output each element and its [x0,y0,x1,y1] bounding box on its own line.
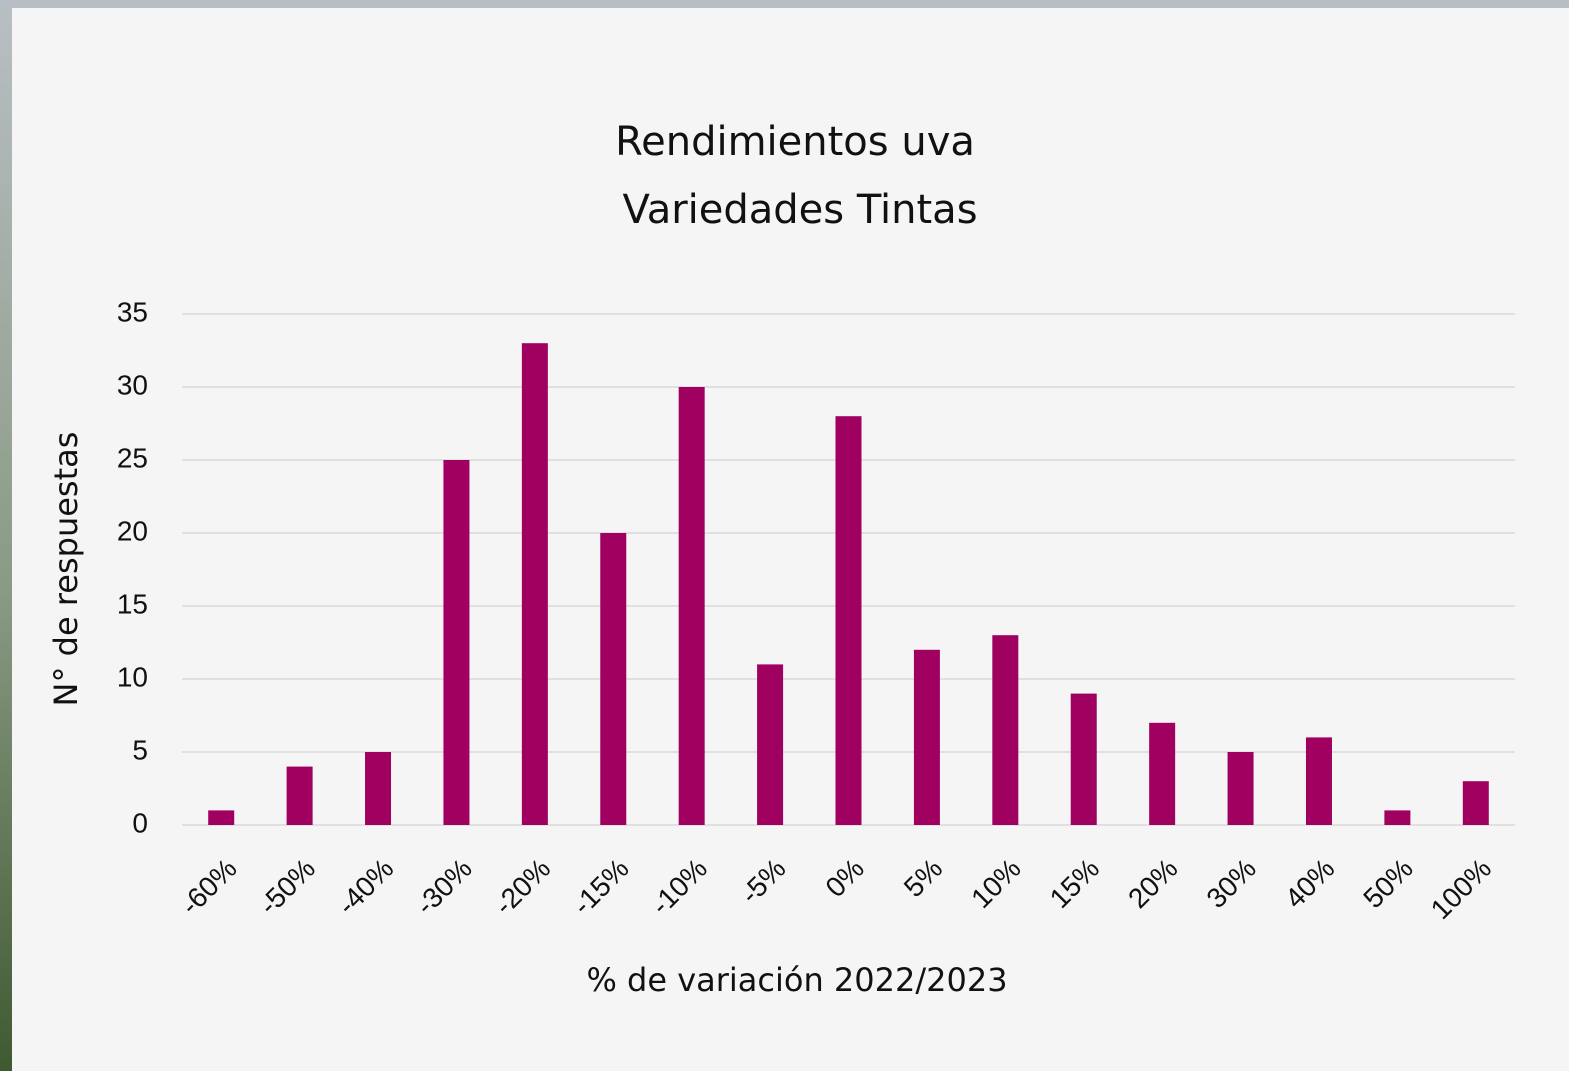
x-axis-label: % de variación 2022/2023 [586,961,1007,999]
y-tick-label: 25 [117,442,148,473]
bar [992,635,1018,825]
bar [365,752,391,825]
bar [600,533,626,825]
bar [757,664,783,825]
bar [836,416,862,825]
y-tick-label: 15 [117,588,148,619]
page: {"chart_data": {"type": "bar", "title": … [0,0,1569,1071]
chart-title: Rendimientos uva [615,119,975,165]
bar [522,343,548,825]
bar [1384,810,1410,825]
bar [208,810,234,825]
bar [1228,752,1254,825]
chart-panel [12,8,1569,1071]
y-tick-label: 30 [117,369,148,400]
bar [1463,781,1489,825]
chart-subtitle: Variedades Tintas [622,187,977,233]
y-tick-label: 10 [117,661,148,692]
y-tick-label: 0 [132,807,148,838]
y-tick-label: 5 [132,734,148,765]
bar [1149,723,1175,825]
bar [914,650,940,825]
bar [287,767,313,825]
bar [679,387,705,825]
y-tick-label: 20 [117,515,148,546]
bar [1306,737,1332,825]
y-axis-label: N° de respuestas [47,432,85,707]
bar [443,460,469,825]
y-tick-label: 35 [117,296,148,327]
chart: Rendimientos uva Variedades Tintas % de … [0,0,1569,1071]
bar [1071,694,1097,825]
